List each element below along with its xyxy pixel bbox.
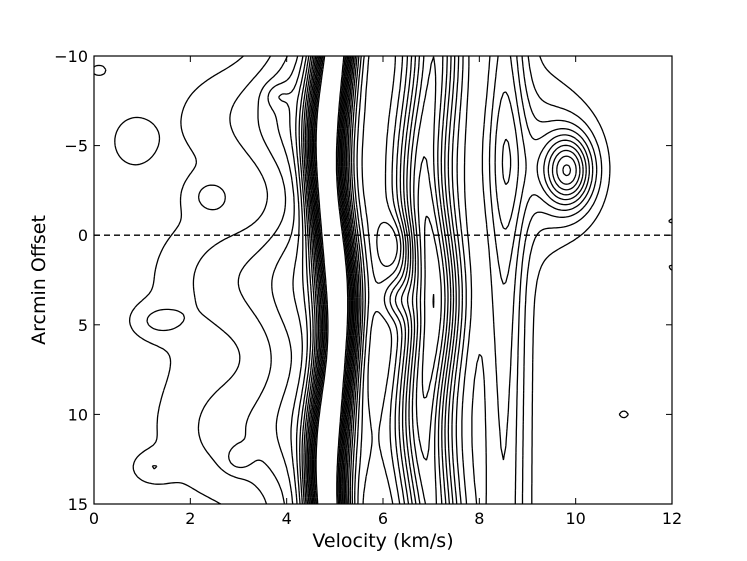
y-tick-label: 0 (78, 226, 88, 245)
contour-level-5 (278, 55, 590, 505)
x-tick-label: 8 (474, 509, 484, 528)
y-tick-label: 15 (68, 495, 88, 514)
contour-level-15 (311, 55, 353, 505)
y-axis-label: Arcmin Offset (28, 215, 50, 345)
contour-level-1 (93, 55, 673, 505)
contour-level-14 (310, 55, 435, 505)
contour-level-4 (267, 55, 594, 505)
contour-level-17 (314, 55, 350, 505)
contour-level-12 (307, 55, 446, 505)
contour-level-11 (306, 55, 449, 505)
x-tick-label: 2 (185, 509, 195, 528)
contour-level-13 (309, 55, 442, 505)
x-tick-label: 0 (89, 509, 99, 528)
contour-level-8 (301, 55, 581, 505)
x-tick-label: 6 (378, 509, 388, 528)
contour-level-2 (146, 55, 603, 505)
contour-level-9 (303, 55, 577, 505)
x-tick-label: 12 (662, 509, 682, 528)
y-tick-label: −10 (54, 47, 88, 66)
x-tick-label: 4 (282, 509, 292, 528)
x-axis-label: Velocity (km/s) (312, 530, 453, 552)
y-tick-label: −5 (64, 137, 88, 156)
contour-level-10 (304, 55, 572, 505)
contour-level-3 (227, 55, 598, 505)
contour-lines (93, 55, 673, 505)
contour-level-16 (312, 55, 351, 505)
contour-level-7 (298, 55, 584, 505)
x-tick-label: 10 (565, 509, 585, 528)
contour-level-6 (295, 55, 587, 505)
y-tick-label: 10 (68, 405, 88, 424)
y-tick-label: 5 (78, 316, 88, 335)
contour-level-18 (315, 55, 349, 505)
y-axis-ticks: −10 −5 0 5 10 15 (54, 47, 672, 514)
x-axis-ticks: 0 2 4 6 8 10 12 (89, 56, 682, 528)
